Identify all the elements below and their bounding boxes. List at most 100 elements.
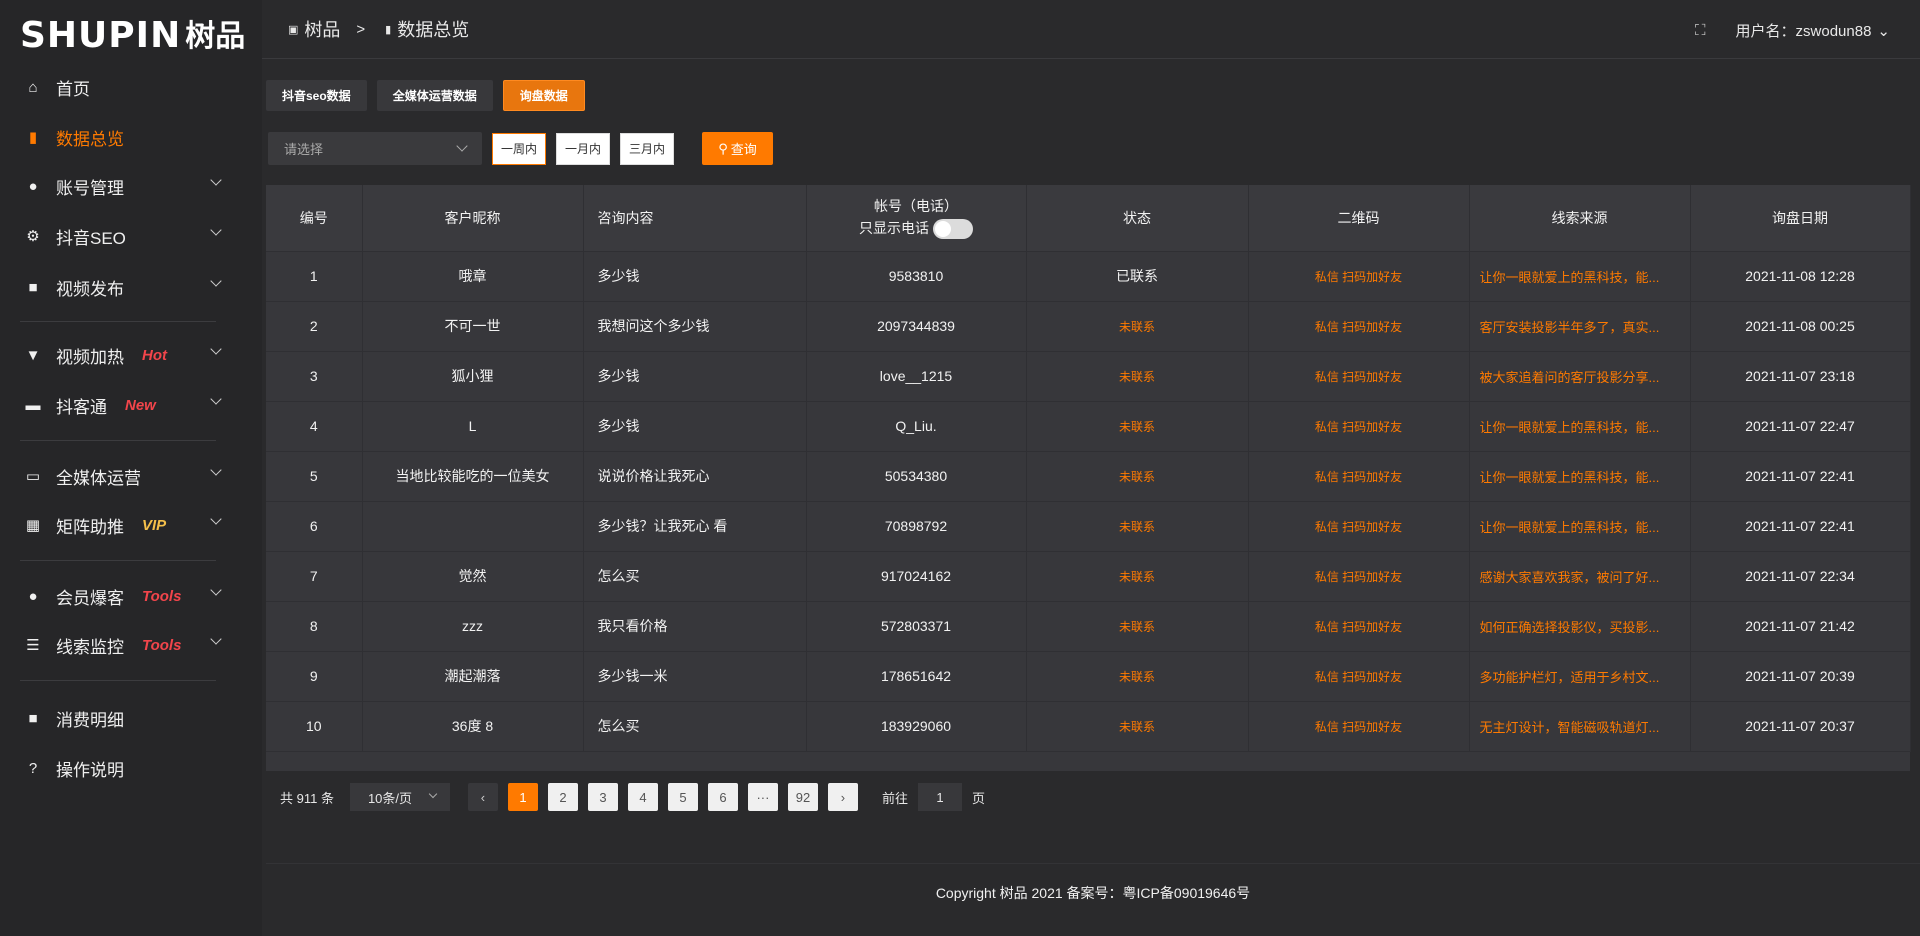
row-id: 2 xyxy=(266,301,363,352)
qrcode-link[interactable]: 私信 扫码加好友 xyxy=(1248,651,1470,702)
page-button[interactable]: 5 xyxy=(667,783,698,811)
qrcode-link[interactable]: 私信 扫码加好友 xyxy=(1248,501,1470,552)
user-icon: ● xyxy=(28,177,38,195)
next-page-button[interactable]: › xyxy=(827,783,858,811)
chevron-down-icon xyxy=(428,789,438,799)
sidebar-divider xyxy=(20,321,216,322)
logo-cn: 树品 xyxy=(185,20,246,53)
content: 说说价格让我死心 xyxy=(583,451,807,502)
col-date: 询盘日期 xyxy=(1690,185,1911,252)
qrcode-link[interactable]: 私信 扫码加好友 xyxy=(1248,401,1470,452)
sidebar-divider xyxy=(20,680,216,681)
account: 2097344839 xyxy=(806,301,1027,352)
chevron-down-icon[interactable] xyxy=(210,464,222,476)
account: love__1215 xyxy=(806,351,1027,402)
chevron-down-icon[interactable] xyxy=(210,275,222,287)
logo-text: SHUPIN xyxy=(20,15,182,56)
qrcode-link[interactable]: 私信 扫码加好友 xyxy=(1248,551,1470,602)
page-button[interactable]: 4 xyxy=(627,783,658,811)
logo[interactable]: SHUPIN 树品 xyxy=(20,14,245,54)
chevron-down-icon[interactable] xyxy=(210,633,222,645)
account: 183929060 xyxy=(806,701,1027,752)
page-button[interactable]: 3 xyxy=(587,783,618,811)
qrcode-link[interactable]: 私信 扫码加好友 xyxy=(1248,601,1470,652)
sidebar-item-5[interactable]: ▼ 视频加热 Hot xyxy=(0,333,262,377)
chevron-down-icon[interactable] xyxy=(210,584,222,596)
tab-douyin-seo[interactable]: 抖音seo数据 xyxy=(266,80,367,111)
sidebar-item-label: 矩阵助推 xyxy=(56,517,124,537)
source-link[interactable]: 感谢大家喜欢我家，被问了好... xyxy=(1469,551,1691,602)
source-link[interactable]: 让你一眼就爱上的黑科技，能... xyxy=(1469,451,1691,502)
chevron-down-icon[interactable] xyxy=(210,224,222,236)
prev-page-button[interactable]: ‹ xyxy=(467,783,498,811)
status: 未联系 xyxy=(1026,501,1249,552)
sidebar-item-3[interactable]: ⚙ 抖音SEO xyxy=(0,214,262,258)
col-id: 编号 xyxy=(266,185,363,252)
range-month-button[interactable]: 一月内 xyxy=(556,132,611,165)
fullscreen-icon[interactable]: ⛶ xyxy=(1695,22,1706,39)
source-link[interactable]: 让你一眼就爱上的黑科技，能... xyxy=(1469,401,1691,452)
date: 2021-11-07 22:47 xyxy=(1690,401,1911,452)
col-nickname: 客户昵称 xyxy=(362,185,584,252)
source-link[interactable]: 无主灯设计，智能磁吸轨道灯... xyxy=(1469,701,1691,752)
nickname xyxy=(362,501,584,552)
username[interactable]: 用户名：zswodun88 xyxy=(1735,23,1872,40)
sidebar-item-8[interactable]: ▦ 矩阵助推 VIP xyxy=(0,503,262,547)
chevron-down-icon[interactable] xyxy=(210,343,222,355)
qrcode-link[interactable]: 私信 扫码加好友 xyxy=(1248,251,1470,302)
page-button[interactable]: 92 xyxy=(787,783,818,811)
sidebar-item-12[interactable]: ? 操作说明 xyxy=(0,746,262,790)
tab-inquiry[interactable]: 询盘数据 xyxy=(502,80,585,111)
page-button[interactable]: 1 xyxy=(507,783,538,811)
row-id: 6 xyxy=(266,501,363,552)
page-button[interactable]: 2 xyxy=(547,783,578,811)
source-select[interactable]: 请选择 xyxy=(268,132,482,165)
content: 怎么买 xyxy=(583,701,807,752)
source-link[interactable]: 客厅安装投影半年多了，真实... xyxy=(1469,301,1691,352)
chevron-down-icon[interactable] xyxy=(210,513,222,525)
range-week-button[interactable]: 一周内 xyxy=(492,132,547,165)
page-button[interactable]: 6 xyxy=(707,783,738,811)
board-icon: ▼ xyxy=(25,346,41,364)
user-menu[interactable]: ⛶ 用户名：zswodun88 ⌄ xyxy=(1695,20,1890,41)
status: 未联系 xyxy=(1026,351,1249,402)
page-size-select[interactable]: 10条/页 xyxy=(349,783,450,811)
nickname: 潮起潮落 xyxy=(362,651,584,702)
sidebar-item-4[interactable]: ■ 视频发布 xyxy=(0,265,262,309)
source-link[interactable]: 被大家追着问的客厅投影分享... xyxy=(1469,351,1691,402)
sliders-icon: ☰ xyxy=(26,637,40,654)
qrcode-link[interactable]: 私信 扫码加好友 xyxy=(1248,301,1470,352)
qrcode-link[interactable]: 私信 扫码加好友 xyxy=(1248,451,1470,502)
sidebar-item-6[interactable]: ▬ 抖客通 New xyxy=(0,383,262,427)
source-link[interactable]: 多功能护栏灯，适用于乡村文... xyxy=(1469,651,1691,702)
breadcrumb-home[interactable]: 树品 xyxy=(304,20,341,40)
chevron-down-icon[interactable] xyxy=(210,174,222,186)
status: 未联系 xyxy=(1026,301,1249,352)
sidebar-item-2[interactable]: ● 账号管理 xyxy=(0,164,262,208)
tab-media-ops[interactable]: 全媒体运营数据 xyxy=(376,80,493,111)
query-button[interactable]: ⚲ 查询 xyxy=(702,132,774,165)
account: 572803371 xyxy=(806,601,1027,652)
sidebar-item-11[interactable]: ■ 消费明细 xyxy=(0,696,262,740)
sidebar-item-10[interactable]: ☰ 线索监控 Tools xyxy=(0,623,262,667)
goto-page-input[interactable]: 1 xyxy=(917,783,962,811)
content: 怎么买 xyxy=(583,551,807,602)
qrcode-link[interactable]: 私信 扫码加好友 xyxy=(1248,351,1470,402)
sidebar-item-label: 账号管理 xyxy=(56,178,124,198)
footer-divider xyxy=(266,863,1920,864)
qrcode-link[interactable]: 私信 扫码加好友 xyxy=(1248,701,1470,752)
range-3month-button[interactable]: 三月内 xyxy=(620,132,675,165)
source-link[interactable]: 如何正确选择投影仪，买投影... xyxy=(1469,601,1691,652)
sidebar-item-9[interactable]: ● 会员爆客 Tools xyxy=(0,574,262,618)
source-link[interactable]: 让你一眼就爱上的黑科技，能... xyxy=(1469,251,1691,302)
content: 多少钱 xyxy=(583,351,807,402)
page-button[interactable]: ··· xyxy=(747,783,778,811)
nickname: 哦章 xyxy=(362,251,584,302)
table-row: 1 哦章 多少钱 9583810 已联系 私信 扫码加好友 让你一眼就爱上的黑科技，能...… xyxy=(266,251,1911,302)
source-link[interactable]: 让你一眼就爱上的黑科技，能... xyxy=(1469,501,1691,552)
sidebar-item-0[interactable]: ⌂ 首页 xyxy=(0,65,262,109)
chevron-down-icon[interactable] xyxy=(210,393,222,405)
sidebar-item-1[interactable]: ▮ 数据总览 xyxy=(0,115,262,159)
phone-only-toggle[interactable] xyxy=(933,219,973,240)
sidebar-item-7[interactable]: ▭ 全媒体运营 xyxy=(0,454,262,498)
